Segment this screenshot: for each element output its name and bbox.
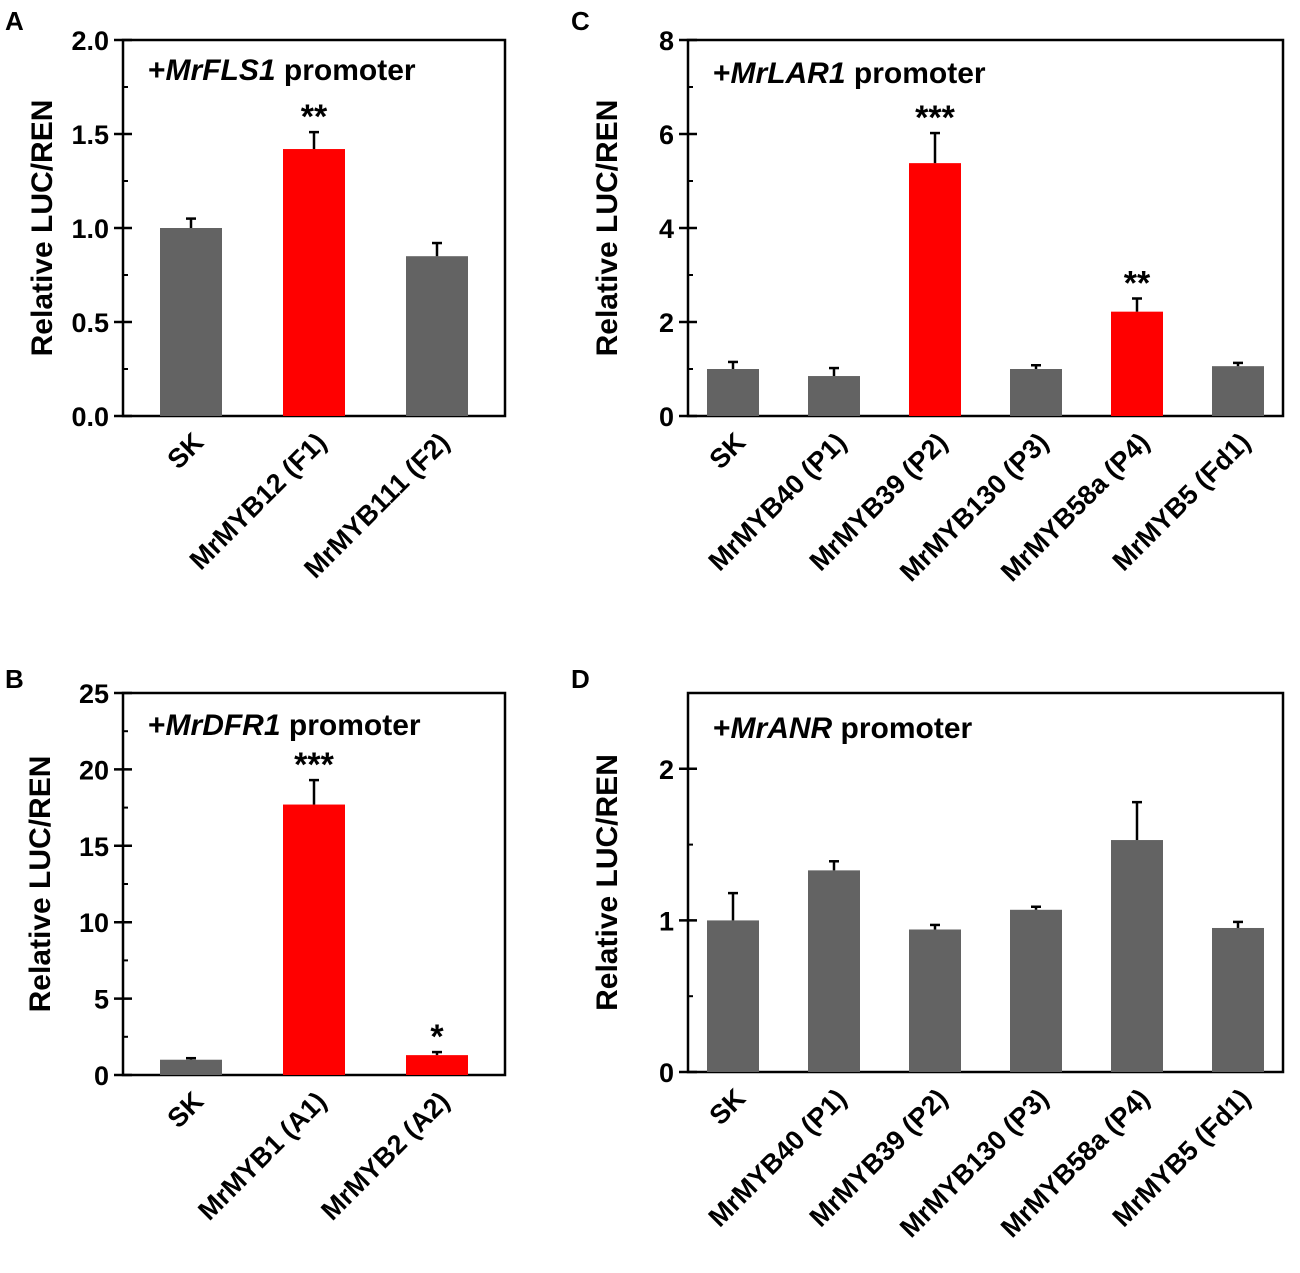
- bar: [808, 376, 860, 416]
- significance-marker: **: [301, 98, 328, 136]
- bar: [909, 163, 961, 416]
- x-tick-label: SK: [162, 427, 210, 475]
- title-suffix: promoter: [846, 57, 986, 90]
- x-tick-label: MrMYB2 (A2): [315, 1086, 455, 1226]
- y-tick-label: 15: [79, 832, 109, 862]
- bar: [808, 870, 860, 1072]
- title-gene: MrLAR1: [731, 57, 846, 90]
- bar: [1111, 311, 1163, 416]
- title-prefix: +: [148, 54, 166, 87]
- significance-marker: ***: [294, 746, 334, 784]
- title-suffix: promoter: [276, 54, 416, 87]
- panel-label: C: [571, 6, 590, 36]
- plot-frame: [686, 691, 1285, 1074]
- panel-label: D: [571, 664, 590, 694]
- title-prefix: +: [713, 712, 731, 745]
- y-tick-label: 1.5: [71, 120, 109, 150]
- bar: [160, 228, 222, 416]
- y-axis-label: Relative LUC/REN: [591, 754, 624, 1011]
- x-tick-label: SK: [704, 427, 752, 475]
- y-tick-label: 5: [94, 985, 109, 1015]
- chart-panel-b: B 0 5 10 15 20 25 Relative LUC/REN +MrDFR1 promo…: [5, 664, 507, 1226]
- y-tick-label: 0: [659, 402, 674, 432]
- y-tick-label: 6: [659, 120, 674, 150]
- y-axis-label: Relative LUC/REN: [26, 100, 59, 357]
- bar: [1212, 927, 1264, 1072]
- x-tick-label: MrMYB1 (A1): [192, 1086, 332, 1226]
- bar: [707, 920, 759, 1072]
- y-tick-label: 2.0: [71, 26, 109, 56]
- significance-marker: ***: [915, 99, 955, 137]
- title-suffix: promoter: [281, 709, 421, 742]
- panel-label: A: [5, 6, 24, 36]
- y-tick-label: 1.0: [71, 214, 109, 244]
- plot-frame: [686, 38, 1285, 418]
- bar: [707, 369, 759, 416]
- y-axis-label: Relative LUC/REN: [591, 100, 624, 357]
- y-tick-label: 0: [94, 1061, 109, 1091]
- chart-title: +MrLAR1 promoter: [713, 57, 986, 90]
- chart-title: +MrDFR1 promoter: [148, 709, 421, 742]
- bar: [1111, 840, 1163, 1072]
- bar: [160, 1059, 222, 1075]
- y-tick-label: 20: [79, 755, 109, 785]
- chart-panel-c: C 0 2 4 6 8 Relative LUC/REN +MrLAR1 promoter SK…: [571, 6, 1285, 587]
- y-tick-label: 8: [659, 26, 674, 56]
- panel-label: B: [5, 664, 24, 694]
- significance-marker: *: [430, 1018, 444, 1056]
- title-gene: MrANR: [731, 712, 833, 745]
- bar: [406, 1055, 468, 1075]
- title-gene: MrDFR1: [166, 709, 281, 742]
- y-tick-label: 0.0: [71, 402, 109, 432]
- bar: [1212, 366, 1264, 416]
- x-tick-label: SK: [704, 1083, 752, 1131]
- y-tick-label: 0: [659, 1058, 674, 1088]
- y-tick-label: 2: [659, 755, 674, 785]
- significance-marker: **: [1124, 265, 1151, 303]
- bar: [1010, 909, 1062, 1072]
- title-prefix: +: [713, 57, 731, 90]
- chart-panel-a: A 0.0 0.5 1.0 1.5 2.0 Relative LUC/REN +MrFLS1 …: [5, 6, 507, 584]
- bar: [406, 256, 468, 416]
- x-tick-label: SK: [162, 1086, 210, 1134]
- bar: [283, 804, 345, 1075]
- y-tick-label: 4: [659, 214, 674, 244]
- bar: [1010, 369, 1062, 416]
- bar: [283, 149, 345, 417]
- y-tick-label: 0.5: [71, 308, 109, 338]
- y-tick-label: 10: [79, 908, 109, 938]
- y-tick-label: 25: [79, 679, 109, 709]
- title-suffix: promoter: [832, 712, 972, 745]
- title-gene: MrFLS1: [166, 54, 276, 87]
- y-tick-label: 2: [659, 308, 674, 338]
- y-tick-label: 1: [659, 906, 674, 936]
- bar: [909, 929, 961, 1072]
- title-prefix: +: [148, 709, 166, 742]
- y-axis-label: Relative LUC/REN: [24, 756, 57, 1013]
- chart-title: +MrANR promoter: [713, 712, 973, 745]
- chart-title: +MrFLS1 promoter: [148, 54, 416, 87]
